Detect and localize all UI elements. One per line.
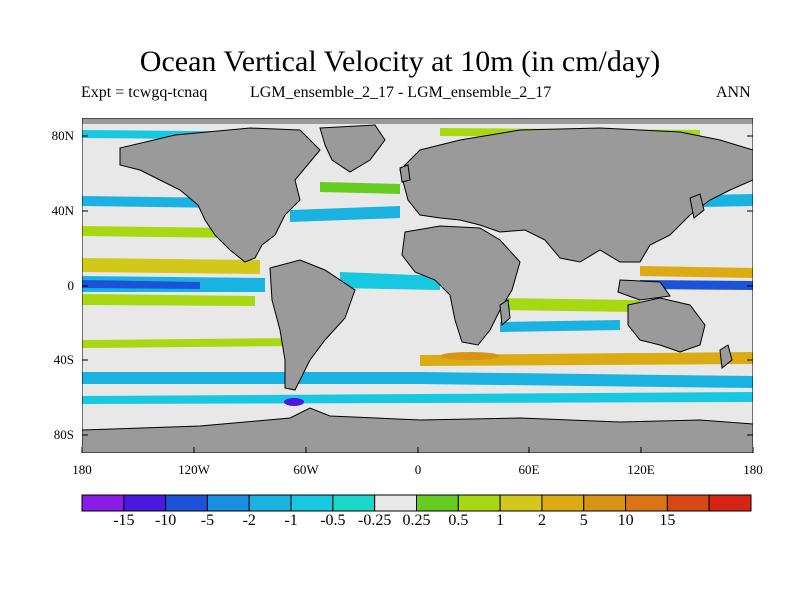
ensemble-label: LGM_ensemble_2_17 - LGM_ensemble_2_17 — [250, 84, 552, 101]
velocity-blob-agulhas — [440, 352, 500, 360]
colorbar-swatch — [457, 494, 501, 512]
colorbar-swatch — [416, 494, 459, 512]
landmass-new-zealand — [719, 344, 733, 369]
velocity-blob-drake — [284, 398, 304, 406]
colorbar-label: -0.5 — [320, 512, 346, 529]
map-title: Ocean Vertical Velocity at 10m (in cm/da… — [139, 45, 661, 78]
x-tick-label: 120W — [178, 462, 210, 477]
landmass-antarctica — [82, 407, 753, 453]
velocity-band-southern-2 — [420, 352, 753, 366]
landmass-eurasia — [399, 127, 753, 263]
velocity-band-equatorial-core — [82, 280, 200, 289]
experiment-label: Expt = tcwgq-tcnaq — [81, 84, 208, 101]
colorbar-swatch — [248, 494, 292, 512]
velocity-band-indian — [495, 298, 640, 312]
season-label: ANN — [716, 84, 751, 101]
x-tick-label: 180 — [743, 462, 763, 477]
landmass-greenland — [319, 124, 386, 173]
colorbar-label: -1 — [284, 512, 298, 529]
x-tick-label: 0 — [414, 462, 422, 477]
velocity-band-southern-3 — [420, 372, 753, 388]
y-tick-label: 80S — [53, 427, 74, 442]
landmass-north-america — [119, 127, 321, 263]
colorbar-label: 2 — [537, 512, 546, 529]
velocity-band-north-atlantic-2 — [320, 182, 400, 194]
colorbar-swatch — [583, 494, 627, 512]
landmass-south-america — [269, 259, 356, 391]
colorbar-swatch — [332, 494, 376, 512]
x-tick-label: 120E — [627, 462, 655, 477]
y-tick-label: 80N — [51, 128, 74, 143]
colorbar-swatch — [666, 494, 710, 512]
colorbar-swatch — [206, 494, 250, 512]
landmass-africa — [401, 225, 521, 346]
colorbar-swatch — [374, 494, 417, 512]
colorbar-label: 15 — [659, 512, 676, 529]
land-masses — [82, 124, 753, 453]
colorbar-swatch — [165, 494, 208, 512]
velocity-band-southern-4 — [82, 392, 753, 404]
colorbar-swatch — [625, 494, 668, 512]
velocity-band-north-pacific-2 — [82, 226, 240, 238]
arctic-landmask — [82, 118, 753, 124]
colorbar-label: -2 — [242, 512, 256, 529]
landmass-british-isles — [399, 164, 411, 183]
landmass-indonesia — [617, 279, 671, 301]
x-tick-label: 60W — [293, 462, 319, 477]
colorbar-label: 10 — [617, 512, 634, 529]
colorbar-label: 5 — [579, 512, 588, 529]
colorbar-swatch — [290, 494, 334, 512]
y-tick-label: 40N — [51, 203, 74, 218]
landmass-madagascar — [499, 299, 511, 327]
colorbar-label: -10 — [154, 512, 177, 529]
y-tick-label: 0 — [67, 278, 75, 293]
colorbar-swatch — [541, 494, 585, 512]
velocity-band-west-pacific-north — [640, 266, 753, 278]
colorbar-label: 1 — [496, 512, 505, 529]
velocity-band-south-equatorial — [82, 294, 255, 306]
map-ticks — [81, 135, 754, 453]
colorbar-label: -15 — [113, 512, 135, 529]
colorbar-swatch — [81, 494, 125, 512]
x-tick-label: 180 — [72, 462, 92, 477]
velocity-band-atlantic-equatorial — [340, 272, 440, 290]
colorbar-label: -5 — [200, 512, 215, 529]
landmass-australia — [627, 297, 706, 353]
y-tick-label: 40S — [53, 352, 74, 367]
colorbar-swatch — [708, 494, 752, 512]
velocity-band-north-atlantic — [290, 206, 400, 222]
colorbar-label: -0.25 — [358, 512, 392, 529]
velocity-band-west-pacific — [640, 280, 753, 290]
colorbar-label: 0.5 — [448, 512, 469, 529]
velocity-band-southern-1 — [82, 372, 420, 384]
map-plot-area — [82, 118, 753, 453]
landmass-japan — [689, 193, 705, 219]
velocity-band-south-pacific — [82, 338, 300, 348]
colorbar-swatch — [123, 494, 167, 512]
colorbar-swatch — [499, 494, 543, 512]
x-tick-label: 60E — [518, 462, 540, 477]
velocity-band-north-equatorial — [82, 258, 260, 274]
colorbar-label: 0.25 — [402, 512, 431, 529]
colorbar — [81, 494, 752, 512]
velocity-band-indian-south — [500, 320, 620, 332]
